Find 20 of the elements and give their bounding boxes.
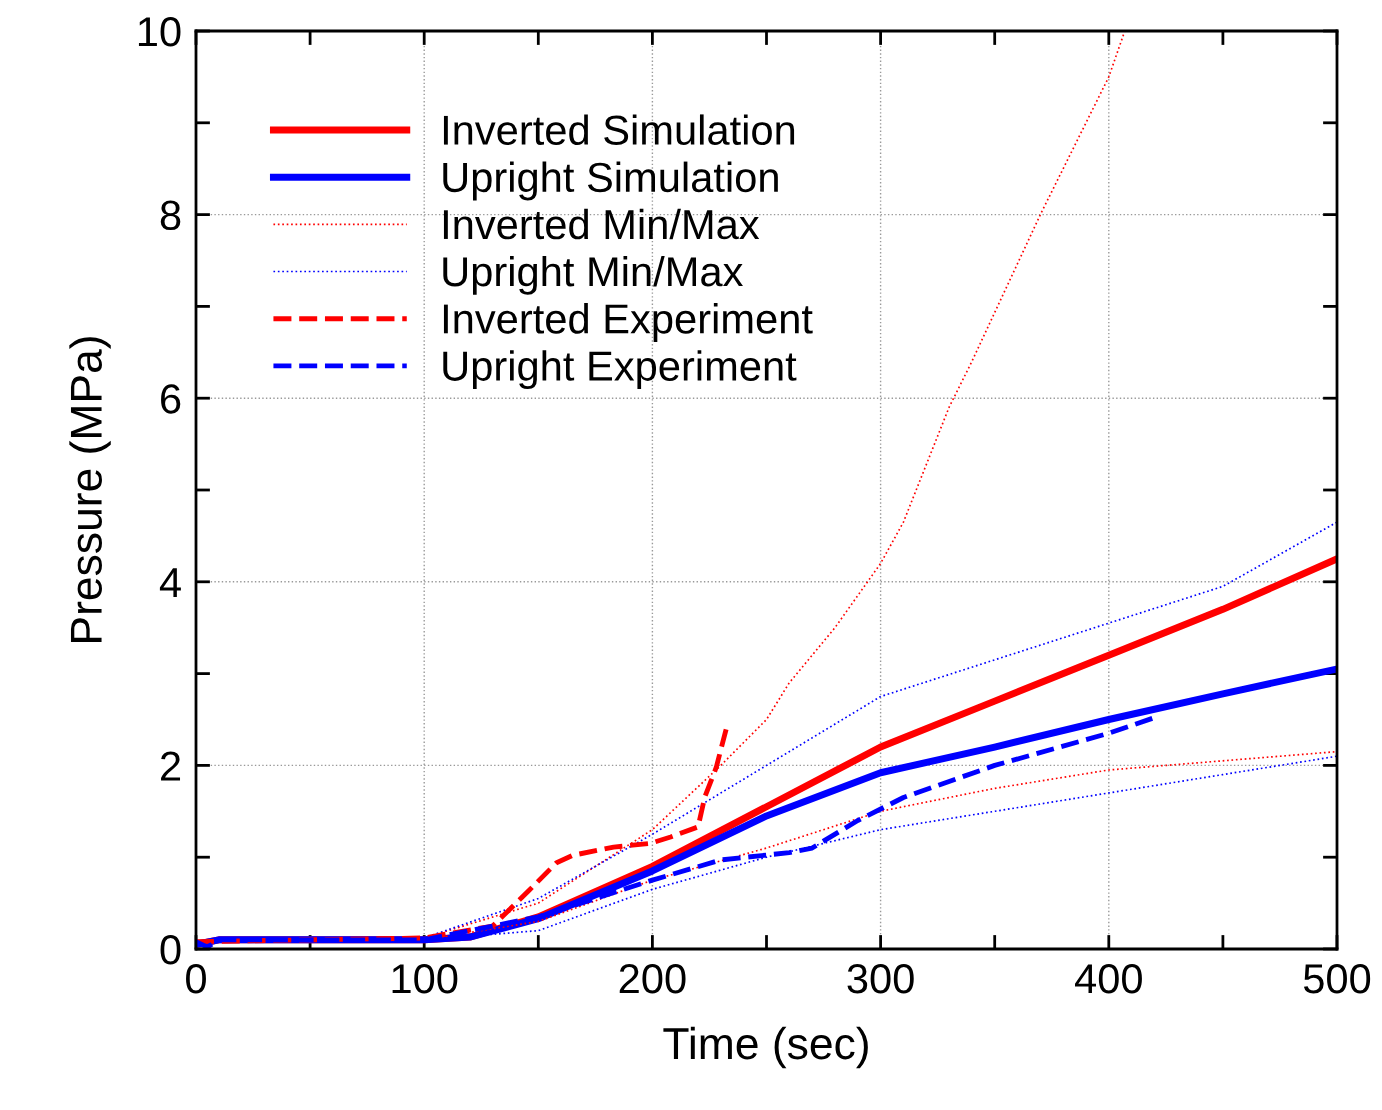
- x-tick-label: 100: [392, 963, 458, 994]
- x-tick-label: 0: [186, 963, 206, 994]
- x-tick-label: 500: [1303, 963, 1371, 994]
- y-tick-label: 0: [160, 935, 181, 965]
- x-tick-label: 200: [619, 963, 686, 994]
- legend-label: Inverted Experiment: [443, 303, 813, 342]
- y-tick-label: 4: [159, 568, 181, 597]
- x-tick-label: 300: [847, 963, 914, 994]
- legend-label: Inverted Simulation: [443, 114, 795, 146]
- y-tick-label: 8: [160, 200, 181, 231]
- y-tick-label: 6: [161, 384, 181, 414]
- x-axis-title: Time (sec): [663, 1026, 868, 1069]
- legend-label: Upright Simulation: [443, 161, 778, 201]
- y-axis-title: Pressure (MPa): [69, 337, 111, 642]
- legend-label: Upright Min/Max: [443, 255, 743, 295]
- y-tick-label: 10: [138, 17, 181, 47]
- legend-label: Upright Experiment: [443, 350, 797, 390]
- legend-label: Inverted Min/Max: [443, 208, 760, 240]
- y-tick-label: 2: [161, 751, 181, 781]
- x-tick-label: 400: [1075, 963, 1142, 994]
